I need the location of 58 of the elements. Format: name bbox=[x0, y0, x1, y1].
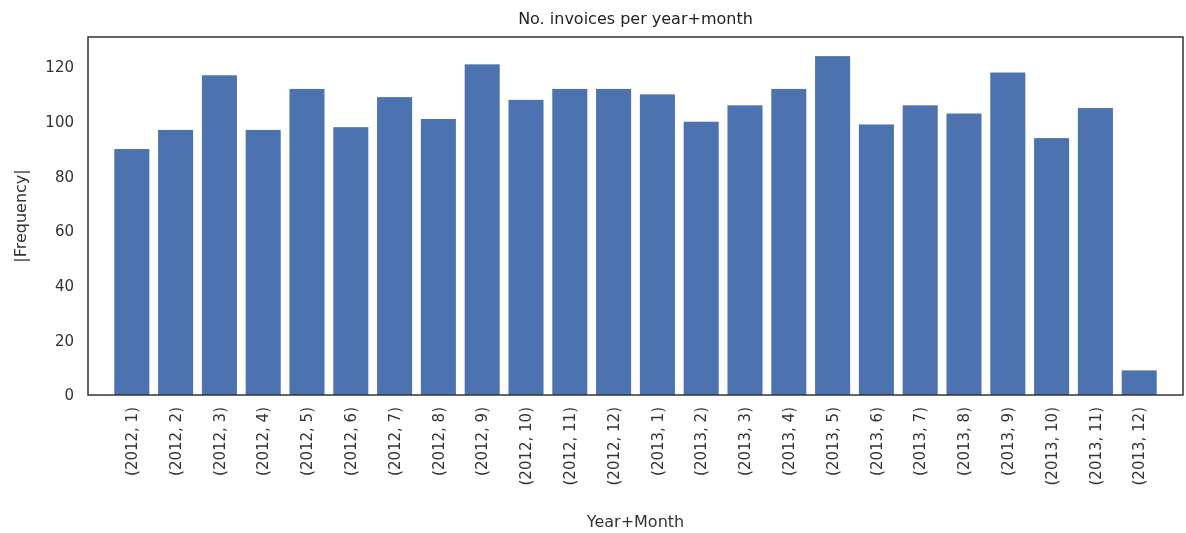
y-tick-label: 100 bbox=[45, 112, 74, 131]
x-tick-label: (2012, 9) bbox=[473, 407, 492, 476]
x-tick-label: (2013, 7) bbox=[911, 407, 930, 476]
bar bbox=[508, 99, 544, 395]
x-tick-label: (2013, 8) bbox=[955, 407, 974, 476]
x-tick-label: (2012, 12) bbox=[604, 407, 623, 486]
x-tick-label: (2013, 1) bbox=[648, 407, 667, 476]
bar bbox=[114, 149, 150, 395]
x-tick-label: (2012, 6) bbox=[342, 407, 361, 476]
bar bbox=[201, 75, 237, 395]
bar bbox=[683, 121, 719, 395]
bar bbox=[1034, 138, 1070, 395]
bar bbox=[902, 105, 938, 395]
y-tick-label: 40 bbox=[54, 276, 74, 295]
x-tick-label: (2013, 4) bbox=[780, 407, 799, 476]
x-tick-label: (2012, 11) bbox=[561, 407, 580, 486]
bar bbox=[946, 113, 982, 395]
y-tick-label: 120 bbox=[45, 58, 74, 77]
x-tick-label: (2012, 10) bbox=[517, 407, 536, 486]
bar bbox=[552, 88, 588, 395]
y-tick-label: 80 bbox=[54, 167, 74, 186]
y-tick-label: 60 bbox=[54, 222, 74, 241]
x-tick-label: (2012, 5) bbox=[298, 407, 317, 476]
bar bbox=[1077, 108, 1113, 395]
bar bbox=[333, 127, 369, 395]
chart-title: No. invoices per year+month bbox=[518, 9, 753, 28]
x-axis-title: Year+Month bbox=[585, 512, 685, 531]
bar bbox=[377, 97, 413, 395]
y-tick-label: 0 bbox=[64, 386, 74, 405]
bar bbox=[464, 64, 500, 395]
bar bbox=[420, 118, 456, 395]
y-axis-title: |Frequency| bbox=[11, 169, 30, 263]
x-tick-label: (2013, 6) bbox=[867, 407, 886, 476]
bar bbox=[815, 56, 851, 395]
bar bbox=[639, 94, 675, 395]
x-tick-label: (2012, 3) bbox=[210, 407, 229, 476]
bar bbox=[158, 129, 194, 395]
bar bbox=[858, 124, 894, 395]
x-tick-label: (2013, 3) bbox=[736, 407, 755, 476]
bar bbox=[1121, 370, 1157, 395]
x-tick-label: (2013, 10) bbox=[1042, 407, 1061, 486]
x-tick-label: (2013, 12) bbox=[1130, 407, 1149, 486]
bar bbox=[245, 129, 281, 395]
bar bbox=[990, 72, 1026, 395]
x-tick-label: (2012, 2) bbox=[166, 407, 185, 476]
x-tick-label: (2013, 9) bbox=[999, 407, 1018, 476]
x-tick-label: (2012, 8) bbox=[429, 407, 448, 476]
x-tick-label: (2013, 2) bbox=[692, 407, 711, 476]
x-tick-label: (2012, 1) bbox=[123, 407, 142, 476]
y-tick-label: 20 bbox=[54, 331, 74, 350]
bar bbox=[596, 88, 632, 395]
x-tick-label: (2013, 11) bbox=[1086, 407, 1105, 486]
x-tick-label: (2012, 4) bbox=[254, 407, 273, 476]
bar bbox=[727, 105, 763, 395]
bar bbox=[771, 88, 807, 395]
x-tick-label: (2013, 5) bbox=[823, 407, 842, 476]
x-tick-label: (2012, 7) bbox=[385, 407, 404, 476]
bar bbox=[289, 88, 325, 395]
